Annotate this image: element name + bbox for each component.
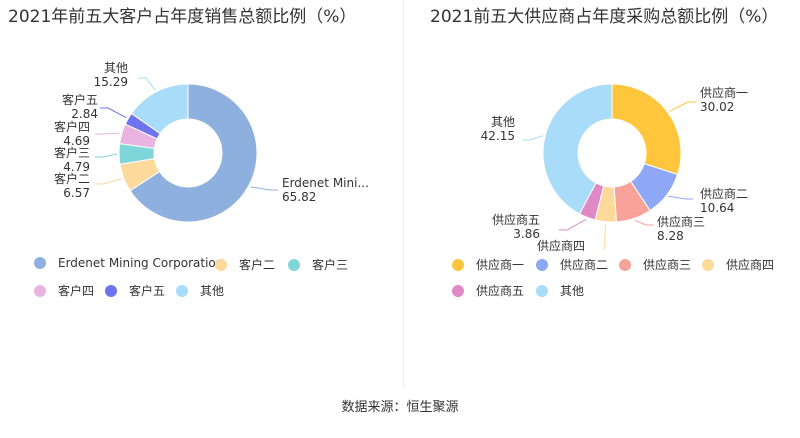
chart-title-suppliers: 2021前五大供应商占年度采购总额比例（%）	[430, 7, 779, 27]
data-source-footer: 数据来源：恒生聚源	[341, 400, 459, 415]
legend-item-1-4[interactable]: 供应商五	[452, 282, 524, 299]
slice-name-label-1-3: 供应商四	[537, 238, 585, 253]
slice-name-label-1-5: 其他	[491, 115, 515, 129]
label-leader-0-4	[100, 107, 127, 119]
donut-slice-0-0	[129, 83, 258, 223]
legend-marker-icon	[452, 284, 464, 297]
slice-name-label-1-2: 供应商三	[657, 214, 705, 229]
label-leader-0-2	[95, 153, 118, 158]
legend-marker-icon	[536, 258, 548, 271]
slice-value-label-0-5: 15.29	[94, 75, 128, 89]
legend-item-0-4[interactable]: 客户五	[105, 282, 165, 299]
donut-slice-0-5	[130, 83, 189, 135]
label-leader-0-0	[250, 186, 278, 191]
legend-label: 供应商三	[643, 258, 692, 272]
legend-label: 其他	[200, 284, 225, 298]
legend-item-0-5[interactable]: 其他	[176, 282, 224, 299]
label-leader-1-1	[668, 195, 693, 200]
label-leader-0-1	[95, 178, 122, 185]
legend-item-0-3[interactable]: 客户四	[34, 282, 94, 299]
legend-label: 供应商二	[560, 258, 609, 272]
label-leader-1-0	[669, 101, 696, 112]
label-leader-1-2	[634, 219, 654, 226]
legend-marker-icon	[619, 258, 631, 271]
label-leader-1-3	[603, 223, 606, 251]
legend-label: Erdenet Mining Corporation	[58, 256, 224, 270]
slice-name-label-0-3: 客户四	[54, 119, 90, 134]
legend-label: 供应商四	[726, 258, 775, 272]
legend-marker-icon	[702, 258, 714, 271]
legend-marker-icon	[176, 284, 188, 297]
slice-value-label-1-2: 8.28	[657, 229, 684, 243]
legend-item-1-0[interactable]: 供应商一	[452, 256, 524, 273]
legend-item-0-0[interactable]: Erdenet Mining Corporation	[34, 256, 223, 270]
slice-value-label-1-4: 3.86	[513, 227, 540, 241]
legend-label: 客户四	[58, 284, 95, 298]
legend-marker-icon	[288, 258, 300, 271]
legend-label: 供应商五	[476, 284, 525, 298]
slice-value-label-0-3: 4.69	[63, 134, 90, 148]
donut-slice-1-0	[611, 83, 682, 176]
slice-value-label-0-2: 4.79	[63, 160, 90, 174]
slice-value-label-0-0: 65.82	[282, 190, 316, 204]
chart-title-customers: 2021年前五大客户占年度销售总额比例（%）	[8, 7, 357, 27]
slice-value-label-0-1: 6.57	[63, 186, 90, 200]
legend-label: 客户五	[129, 284, 166, 298]
legend-marker-icon	[34, 257, 46, 269]
slice-name-label-0-2: 客户三	[54, 145, 90, 160]
panel-divider	[403, 0, 404, 388]
legend-label: 供应商一	[476, 258, 525, 272]
slice-value-label-0-4: 2.84	[71, 107, 98, 121]
slice-name-label-0-1: 客户二	[54, 171, 90, 186]
legend-marker-icon	[536, 284, 548, 297]
legend-item-0-2[interactable]: 客户三	[288, 256, 348, 273]
slice-name-label-1-0: 供应商一	[700, 85, 748, 100]
slice-name-label-1-4: 供应商五	[492, 212, 540, 227]
legend-item-1-3[interactable]: 供应商四	[702, 256, 774, 273]
slice-value-label-1-1: 10.64	[700, 201, 734, 215]
legend-marker-icon	[215, 258, 227, 271]
slice-value-label-1-0: 30.02	[700, 100, 734, 114]
legend-label: 客户三	[312, 258, 349, 272]
label-leader-1-5	[522, 135, 544, 141]
slice-name-label-0-5: 其他	[104, 61, 128, 75]
slice-value-label-1-5: 42.15	[481, 129, 515, 143]
label-leader-1-4	[559, 218, 587, 231]
legend-item-0-1[interactable]: 客户二	[215, 256, 275, 273]
slice-name-label-0-4: 客户五	[62, 92, 98, 107]
slice-name-label-0-0: Erdenet Mini...	[282, 176, 369, 190]
slice-name-label-1-1: 供应商二	[700, 186, 748, 201]
label-leader-0-3	[95, 132, 120, 135]
legend-label: 客户二	[239, 258, 276, 272]
label-leader-0-5	[138, 77, 156, 91]
legend-marker-icon	[34, 284, 46, 297]
donut-slice-1-5	[542, 83, 613, 215]
legend-label: 其他	[560, 284, 585, 298]
legend-marker-icon	[105, 284, 117, 297]
legend-marker-icon	[452, 258, 464, 271]
legend-item-1-1[interactable]: 供应商二	[536, 256, 608, 273]
legend-item-1-5[interactable]: 其他	[536, 282, 584, 299]
legend-item-1-2[interactable]: 供应商三	[619, 256, 691, 273]
